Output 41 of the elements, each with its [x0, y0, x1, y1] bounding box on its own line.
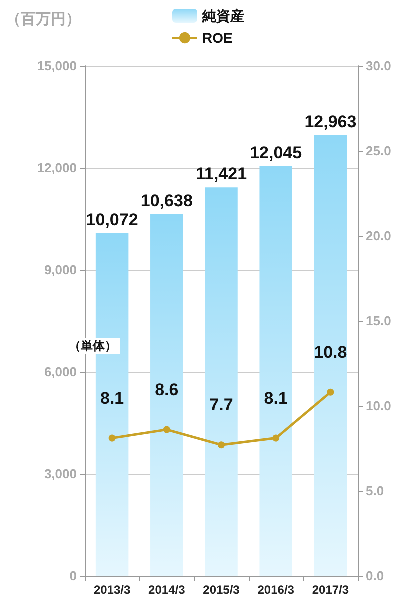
data-label: 11,421	[196, 164, 248, 184]
data-label: 12,963	[304, 112, 357, 132]
legend-label: 純資産	[202, 8, 244, 24]
y-tick-label: 3,000	[44, 466, 77, 482]
data-label: 8.1	[264, 388, 288, 408]
bar	[150, 214, 184, 576]
data-label: 10,638	[140, 191, 193, 210]
y2-tick-label: 0.0	[366, 568, 384, 584]
annotation: （単体）	[69, 339, 117, 353]
y2-tick-label: 20.0	[366, 228, 392, 244]
bar	[260, 166, 292, 576]
data-label: 10.8	[314, 342, 348, 362]
x-tick-label: 2014/3	[148, 583, 186, 597]
y2-tick-label: 25.0	[366, 144, 392, 158]
data-label: 12,045	[250, 143, 302, 162]
data-label: 10,072	[86, 210, 138, 230]
y-tick-label: 6,000	[44, 364, 77, 380]
y-axis-title: （百万円）	[6, 11, 81, 28]
y-tick-label: 15,000	[37, 58, 77, 74]
bar	[314, 135, 348, 576]
y-tick-label: 12,000	[37, 160, 77, 176]
x-tick-label: 2017/3	[312, 583, 350, 597]
y2-tick-label: 10.0	[366, 398, 392, 414]
data-label: 7.7	[210, 396, 234, 415]
y2-tick-label: 5.0	[366, 484, 384, 498]
data-label: 8.6	[155, 380, 179, 400]
point	[163, 426, 170, 434]
x-tick-label: 2015/3	[203, 583, 240, 597]
y-tick-label: 0	[70, 568, 77, 584]
y2-tick-label: 15.0	[366, 314, 392, 328]
point	[108, 434, 116, 442]
point	[327, 388, 334, 396]
point	[218, 442, 225, 449]
y-tick-label: 9,000	[44, 262, 77, 278]
y2-tick-label: 30.0	[366, 58, 392, 74]
legend-label: ROE	[202, 30, 233, 46]
x-tick-label: 2013/3	[94, 583, 131, 597]
data-label: 8.1	[100, 388, 124, 408]
x-tick-label: 2016/3	[258, 583, 295, 597]
point	[272, 434, 280, 442]
bar	[205, 188, 238, 576]
